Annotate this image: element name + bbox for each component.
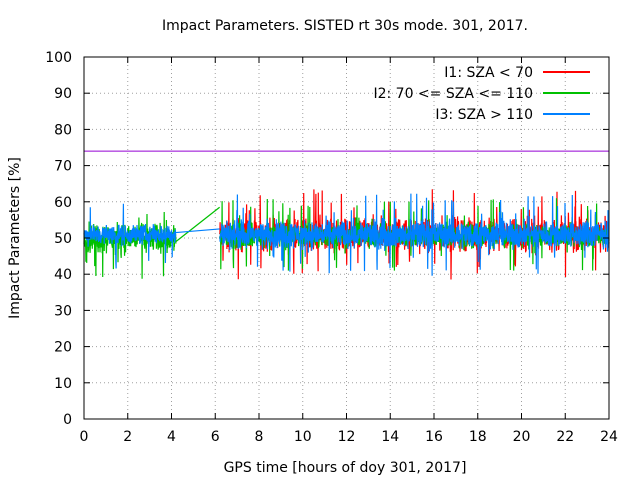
y-tick-label: 50 — [54, 231, 72, 247]
y-axis-title: Impact Parameters [%] — [7, 157, 23, 319]
x-tick-label: 12 — [338, 429, 356, 445]
y-tick-label: 80 — [54, 122, 72, 138]
x-tick-label: 24 — [600, 429, 618, 445]
y-tick-label: 10 — [54, 376, 72, 392]
series-line-i3 — [219, 193, 610, 276]
series-line-i3 — [83, 203, 177, 269]
ticks-layer: 0 2 4 6 8 10 12 14 16 18 20 22 240102030405060708090… — [45, 50, 618, 445]
chart-title: Impact Parameters. SISTED rt 30s mode. 3… — [162, 18, 528, 34]
y-tick-label: 0 — [63, 412, 72, 428]
x-tick-label: 2 — [123, 429, 132, 445]
x-tick-label: 18 — [469, 429, 487, 445]
x-tick-label: 0 — [80, 429, 89, 445]
x-tick-label: 10 — [294, 429, 312, 445]
y-tick-label: 30 — [54, 303, 72, 319]
series-line-i2 — [175, 206, 220, 243]
y-tick-label: 100 — [45, 50, 72, 66]
legend-label-i3: I3: SZA > 110 — [435, 107, 533, 123]
x-tick-label: 4 — [167, 429, 176, 445]
legend-label-i2: I2: 70 <= SZA <= 110 — [373, 86, 533, 102]
x-tick-label: 8 — [255, 429, 264, 445]
x-axis-title: GPS time [hours of doy 301, 2017] — [224, 460, 467, 476]
y-tick-label: 60 — [54, 195, 72, 211]
series-line-i3 — [175, 228, 220, 234]
y-tick-label: 70 — [54, 159, 72, 175]
y-tick-label: 90 — [54, 86, 72, 102]
legend: I1: SZA < 70 I2: 70 <= SZA <= 110 I3: SZA … — [373, 65, 590, 123]
x-tick-label: 6 — [211, 429, 220, 445]
x-tick-label: 22 — [556, 429, 574, 445]
x-tick-label: 14 — [381, 429, 399, 445]
series-layer — [83, 189, 610, 280]
y-tick-label: 40 — [54, 267, 72, 283]
x-tick-label: 16 — [425, 429, 443, 445]
y-tick-label: 20 — [54, 340, 72, 356]
x-tick-label: 20 — [513, 429, 531, 445]
legend-label-i1: I1: SZA < 70 — [444, 65, 533, 81]
